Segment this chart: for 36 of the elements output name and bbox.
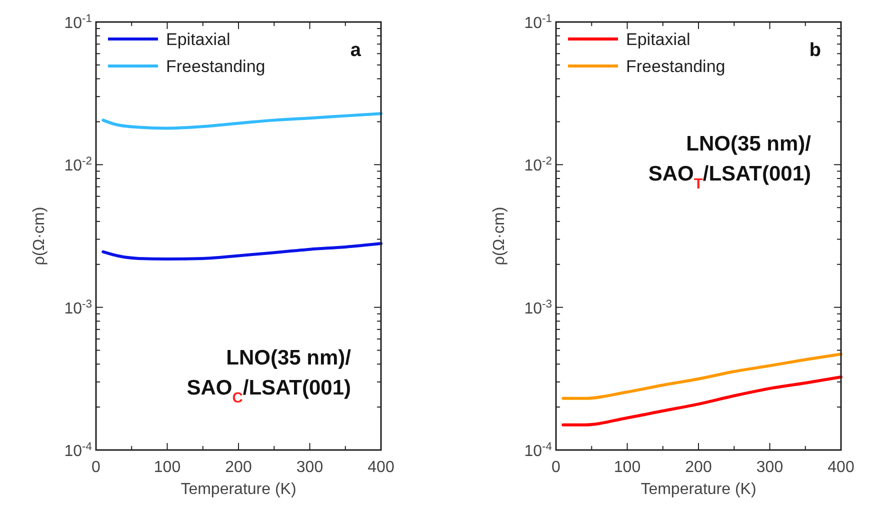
x-tick-label: 200 [225,459,252,476]
y-tick-label: 10$^{-3}$ [524,298,552,318]
annotation: a [350,40,362,61]
x-tick-label: 0 [552,459,561,476]
x-tick-label: 300 [296,459,324,476]
x-axis-title: Temperature (K) [180,481,296,498]
annotation: LNO(35 nm)/ [686,132,812,156]
y-tick-label: 10$^{-2}$ [524,156,552,175]
annotation: b [809,40,821,61]
line-series [102,242,382,261]
y-tick-label: 10$^{-2}$ [64,156,92,175]
x-tick-label: 200 [685,459,712,476]
legend-label: Freestanding [166,57,266,76]
x-tick-label: 400 [368,459,394,476]
x-tick-label: 0 [92,459,101,476]
annotation: LNO(35 nm)/ [226,346,352,370]
y-tick-label: 10$^{-4}$ [524,441,552,460]
x-tick-label: 100 [614,459,641,476]
x-axis-title: Temperature (K) [640,481,756,498]
annotation: SAO$_{T}$/LSAT(001) [648,162,811,192]
y-tick-label: 10$^{-4}$ [64,441,92,460]
y-tick-label: 10$^{-3}$ [64,298,92,318]
x-tick-label: 300 [756,459,784,476]
x-tick-label: 100 [154,459,181,476]
y-tick-label: 10$^{-1}$ [524,13,552,32]
line-series [562,352,842,400]
legend-label: Epitaxial [166,30,230,49]
y-tick-label: 10$^{-1}$ [64,13,92,32]
line-series [102,112,382,130]
y-axis-title: ρ(Ω·cm) [491,206,508,266]
y-axis-title: ρ(Ω·cm) [31,206,48,266]
legend-label: Freestanding [626,57,726,76]
legend-label: Epitaxial [626,30,690,49]
x-tick-label: 400 [828,459,854,476]
annotation: SAO$_{C}$/LSAT(001) [186,376,351,406]
line-series [562,375,842,426]
